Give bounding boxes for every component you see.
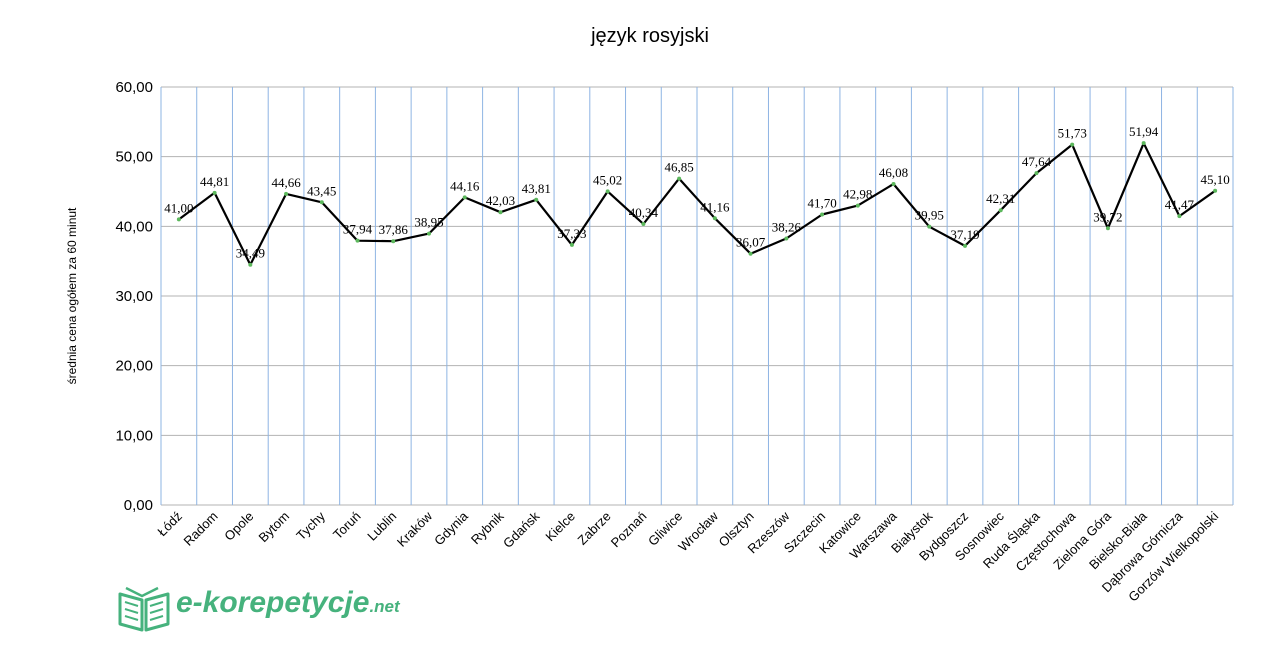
y-tick-label: 20,00 [115, 358, 153, 375]
data-point [391, 239, 396, 244]
data-label: 40,34 [629, 205, 659, 220]
x-tick-label: Kraków [394, 508, 436, 550]
data-point [1105, 226, 1110, 231]
y-tick-label: 0,00 [124, 497, 153, 514]
data-label: 41,00 [164, 200, 193, 215]
data-label: 43,45 [307, 183, 336, 198]
data-point [1070, 142, 1075, 147]
data-label: 36,07 [736, 235, 766, 250]
data-label: 39,95 [915, 208, 944, 223]
data-label: 42,03 [486, 193, 515, 208]
data-point [176, 217, 181, 222]
data-point [998, 208, 1003, 213]
logo: e-korepetycje.net [116, 584, 406, 634]
logo-suffix-text: .net [369, 597, 400, 616]
data-label: 46,08 [879, 165, 908, 180]
data-point [319, 200, 324, 205]
logo-main-text: e-korepetycje [176, 586, 370, 619]
x-tick-label: Łódź [154, 509, 185, 540]
y-tick-label: 40,00 [115, 218, 153, 235]
data-point [212, 190, 217, 195]
x-tick-label: Radom [180, 509, 220, 549]
series-line [178, 142, 1216, 266]
chart-title: język rosyjski [590, 25, 709, 47]
data-point [855, 203, 860, 208]
data-label: 44,66 [271, 175, 301, 190]
data-point [641, 221, 646, 226]
data-label: 37,86 [379, 222, 409, 237]
data-label: 37,94 [343, 222, 373, 237]
data-label: 46,85 [665, 160, 694, 175]
data-point [355, 238, 360, 243]
y-tick-label: 50,00 [115, 149, 153, 166]
data-point [1034, 171, 1039, 176]
data-label: 47,64 [1022, 154, 1052, 169]
x-tick-label: Kielce [542, 509, 578, 545]
data-label: 38,95 [414, 215, 443, 230]
y-tick-label: 30,00 [115, 288, 153, 305]
data-point [284, 191, 289, 196]
data-label: 39,72 [1093, 209, 1122, 224]
x-tick-label: Tychy [293, 508, 328, 543]
data-point [569, 242, 574, 247]
data-label: 41,70 [807, 195, 836, 210]
data-label: 41,47 [1165, 197, 1195, 212]
data-point [248, 262, 253, 267]
x-tick-label: Bytom [256, 509, 293, 546]
data-point [891, 181, 896, 186]
data-point [963, 243, 967, 248]
x-tick-label: Zabrze [575, 509, 614, 548]
data-point [784, 236, 789, 241]
data-point [462, 195, 467, 200]
logo-text: e-korepetycje.net [176, 586, 400, 620]
grid [160, 86, 1234, 506]
data-point [712, 216, 717, 221]
x-tick-label: Gdańsk [500, 508, 543, 551]
data-point [1177, 214, 1182, 219]
y-axis-label: średnia cena ogółem za 60 minut [65, 207, 79, 384]
data-label: 51,94 [1129, 124, 1159, 139]
data-point [1141, 141, 1146, 146]
y-tick-labels: 0,00 10,00 20,00 30,00 40,00 50,00 60,00 [115, 79, 153, 514]
data-point [820, 212, 825, 217]
data-label: 34,49 [236, 246, 265, 261]
book-icon [118, 586, 170, 632]
data-point [1213, 188, 1218, 193]
data-label: 44,16 [450, 178, 480, 193]
data-label: 45,10 [1201, 172, 1230, 187]
y-tick-label: 10,00 [115, 427, 153, 444]
data-label: 42,98 [843, 187, 872, 202]
data-label: 42,31 [986, 191, 1015, 206]
data-points [176, 141, 1218, 267]
data-label: 51,73 [1058, 126, 1087, 141]
data-point [427, 231, 431, 236]
data-label: 37,19 [950, 227, 979, 242]
data-point [498, 210, 503, 215]
data-point [677, 176, 682, 181]
data-label: 44,81 [200, 174, 229, 189]
x-tick-label: Opole [221, 509, 256, 544]
data-label: 41,16 [700, 199, 730, 214]
series-line-path [178, 142, 1216, 266]
data-point [748, 251, 753, 256]
data-point [927, 224, 932, 229]
data-label: 45,02 [593, 172, 622, 187]
x-tick-label: Gdynia [431, 508, 471, 548]
data-label: 38,26 [772, 219, 802, 234]
data-point [605, 189, 610, 194]
x-tick-label: Toruń [330, 509, 364, 543]
data-point [534, 197, 539, 202]
y-tick-label: 60,00 [115, 79, 153, 96]
data-label: 43,81 [522, 181, 551, 196]
data-label: 37,33 [557, 226, 586, 241]
data-labels: 41,00 44,81 34,49 44,66 43,45 37,94 37,86 38,95… [164, 124, 1230, 261]
x-tick-label: Poznań [608, 509, 650, 551]
x-tick-label: Wrocław [675, 508, 721, 554]
